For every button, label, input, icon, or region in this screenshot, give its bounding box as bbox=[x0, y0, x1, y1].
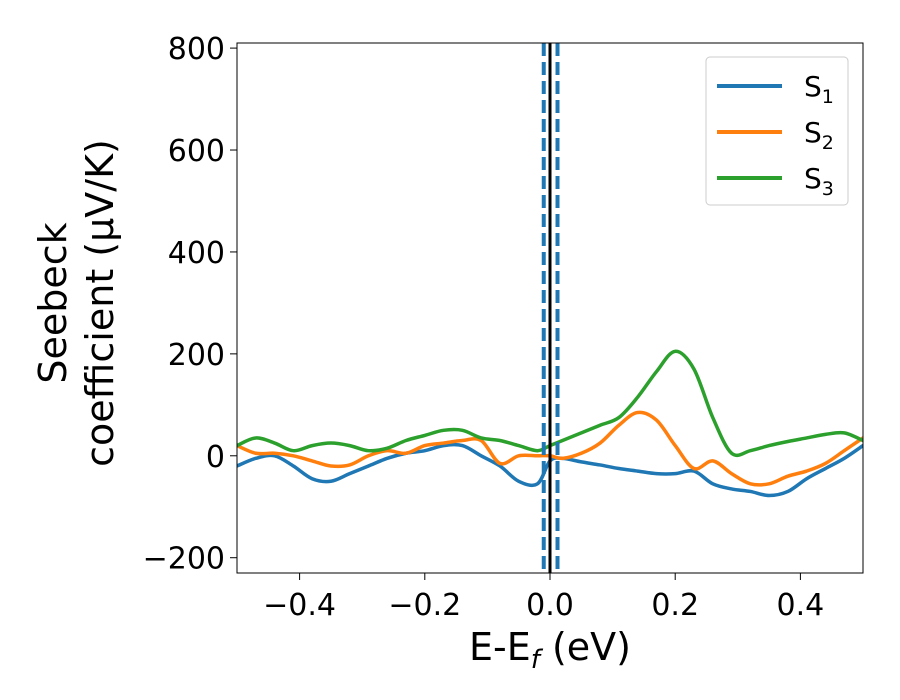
legend-label-base: S bbox=[804, 162, 822, 195]
x-axis-label-base: E-E bbox=[469, 625, 531, 669]
plot-area bbox=[237, 43, 863, 573]
x-tick-label: 0.4 bbox=[777, 588, 825, 623]
legend-label-sub: 1 bbox=[822, 86, 834, 108]
legend-label-sub: 2 bbox=[822, 132, 834, 154]
y-tick-label: 400 bbox=[168, 236, 225, 271]
x-tick-label: 0.2 bbox=[651, 588, 699, 623]
legend-label-s3: S3 bbox=[804, 162, 834, 200]
legend-label-s2: S2 bbox=[804, 116, 834, 154]
legend-label-base: S bbox=[804, 70, 822, 103]
y-tick-label: 800 bbox=[168, 32, 225, 67]
x-tick-label: −0.4 bbox=[263, 588, 336, 623]
x-tick-label: −0.2 bbox=[388, 588, 461, 623]
y-axis-label-line1: Seebeck bbox=[31, 222, 75, 383]
y-axis-label-line2: coefficient (μV/K) bbox=[78, 139, 122, 467]
legend-label-sub: 3 bbox=[822, 178, 834, 200]
legend-label-s1: S1 bbox=[804, 70, 834, 108]
y-axis: −200 0 200 400 600 800 bbox=[143, 32, 237, 577]
x-tick-label: 0.0 bbox=[526, 588, 574, 623]
y-tick-label: 600 bbox=[168, 134, 225, 169]
legend-label-base: S bbox=[804, 116, 822, 149]
y-tick-label: −200 bbox=[143, 542, 225, 577]
y-tick-label: 0 bbox=[206, 440, 225, 475]
x-axis-label: E-Ef (eV) bbox=[469, 625, 631, 675]
x-axis-label-unit: (eV) bbox=[540, 625, 631, 669]
y-tick-label: 200 bbox=[168, 338, 225, 373]
x-axis: −0.4 −0.2 0.0 0.2 0.4 bbox=[263, 573, 824, 623]
